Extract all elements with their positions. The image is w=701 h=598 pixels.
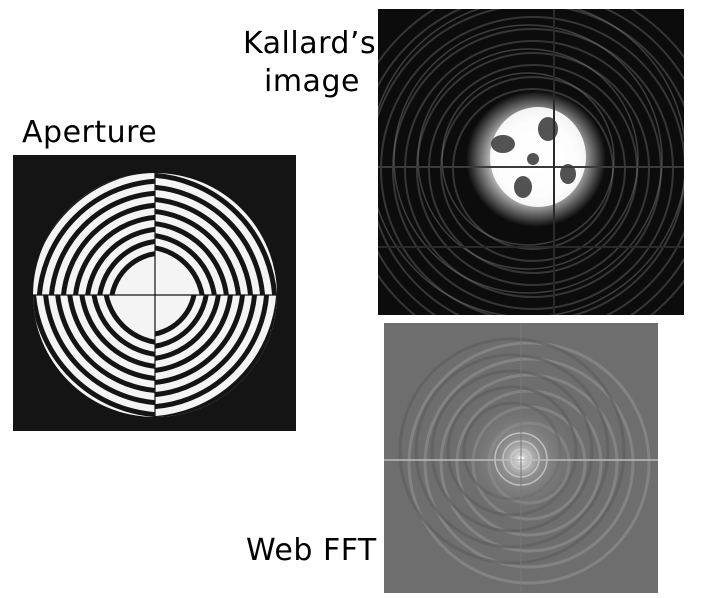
kallard-label-line1: Kallard’s	[243, 26, 377, 61]
aperture-image	[13, 155, 296, 431]
kallard-image	[378, 9, 684, 315]
aperture-label: Aperture	[22, 115, 158, 150]
kallard-label-line2: image	[264, 64, 360, 99]
web-fft-label: Web FFT	[246, 533, 377, 568]
web-fft-image	[384, 323, 658, 593]
